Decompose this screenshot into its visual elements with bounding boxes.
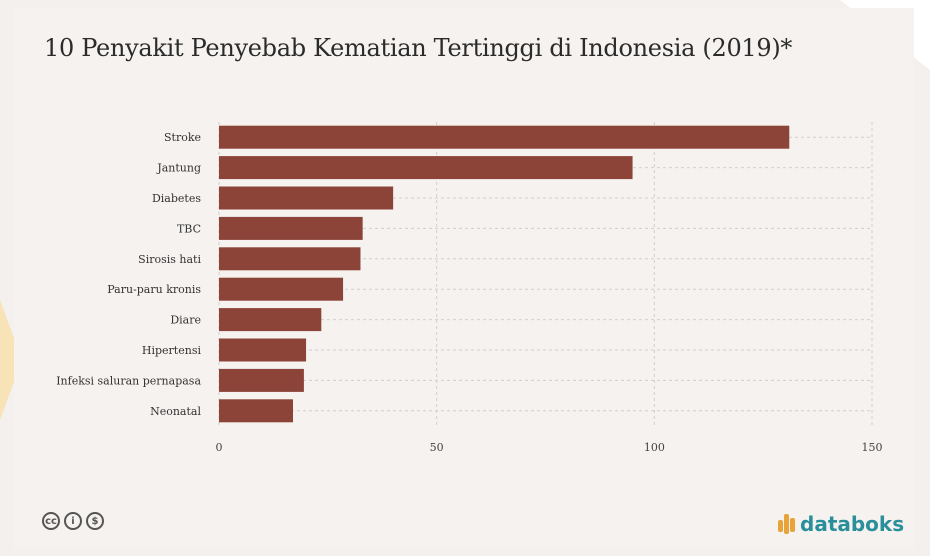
category-label: Stroke [164, 131, 201, 144]
cc-icon: cc [42, 512, 60, 530]
category-label: Diabetes [152, 192, 201, 205]
category-label: Jantung [156, 162, 201, 175]
chart-title: 10 Penyakit Penyebab Kematian Tertinggi … [44, 34, 793, 62]
x-tick-label: 150 [862, 441, 883, 454]
nc-icon: $ [86, 512, 104, 530]
x-tick-label: 50 [430, 441, 444, 454]
category-label: Sirosis hati [138, 253, 201, 266]
x-tick-label: 0 [216, 441, 223, 454]
by-icon: i [64, 512, 82, 530]
x-tick-label: 100 [644, 441, 665, 454]
bar [219, 277, 344, 301]
category-label: Hipertensi [142, 344, 202, 357]
bar [219, 156, 633, 180]
category-label: Diare [170, 314, 201, 327]
chart-card [14, 8, 914, 548]
category-label: Paru-paru kronis [107, 283, 201, 296]
license-badges: cc i $ [42, 512, 104, 530]
databoks-logo-icon [778, 514, 796, 534]
bar [219, 125, 790, 149]
brand-logo: databoks [778, 512, 904, 536]
category-label: Neonatal [150, 405, 201, 418]
bar [219, 368, 304, 392]
bar [219, 247, 361, 271]
bar [219, 216, 363, 240]
category-label: Infeksi saluran pernapasa [56, 374, 201, 387]
brand-name: databoks [800, 512, 905, 536]
bar [219, 186, 394, 210]
bar [219, 399, 294, 423]
category-label: TBC [177, 222, 201, 235]
bar [219, 338, 307, 362]
bar [219, 308, 322, 332]
